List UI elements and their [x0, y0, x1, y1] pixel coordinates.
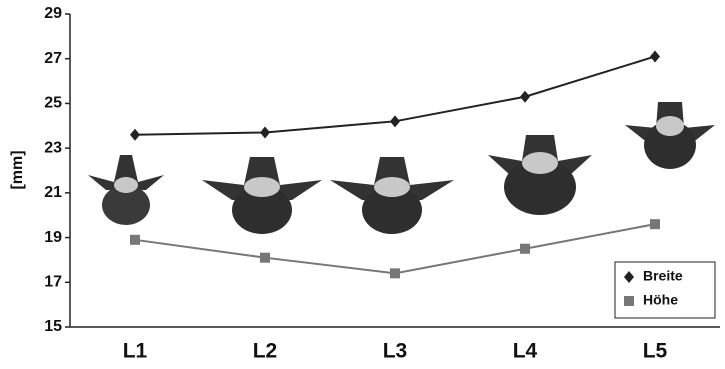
- vertebra-images: [88, 102, 715, 234]
- x-tick-label: L5: [643, 340, 668, 363]
- x-tick-label: L2: [253, 340, 278, 363]
- vertebra-image: [202, 157, 322, 234]
- vertebra-image: [88, 155, 164, 225]
- y-tick-label: 19: [44, 229, 62, 246]
- x-tick-label: L1: [123, 340, 148, 363]
- x-tick-label: L3: [383, 340, 408, 363]
- legend: Breite Höhe: [615, 262, 715, 318]
- square-marker: [650, 219, 660, 229]
- y-tick-label: 17: [44, 274, 62, 291]
- diamond-marker: [390, 115, 400, 127]
- diamond-marker: [520, 91, 530, 103]
- y-tick-label: 21: [44, 184, 62, 201]
- diamond-marker: [130, 129, 140, 141]
- page: [mm] 15 17 19 21 23 25 27 29 L1 L2 L3 L4 L5 Breite Höh…: [0, 0, 725, 369]
- square-marker: [260, 253, 270, 263]
- square-marker: [520, 244, 530, 254]
- legend-label: Höhe: [643, 292, 678, 308]
- vertebra-image: [488, 135, 592, 215]
- square-marker: [390, 268, 400, 278]
- y-tick-label: 25: [44, 95, 62, 112]
- y-tick-label: 15: [44, 318, 62, 335]
- y-tick-label: 29: [44, 5, 62, 22]
- y-tick-label: 27: [44, 50, 62, 67]
- chart: [mm] 15 17 19 21 23 25 27 29 L1 L2 L3 L4 L5 Breite Höh…: [0, 0, 725, 369]
- vertebra-image: [330, 157, 454, 234]
- square-marker: [130, 235, 140, 245]
- vertebra-image: [625, 102, 715, 169]
- diamond-marker: [260, 126, 270, 138]
- legend-label: Breite: [643, 268, 683, 284]
- x-tick-label: L4: [513, 340, 538, 363]
- y-tick-label: 23: [44, 139, 62, 156]
- y-axis-label: [mm]: [9, 150, 26, 189]
- diamond-marker: [650, 50, 660, 62]
- legend-marker: [624, 296, 634, 306]
